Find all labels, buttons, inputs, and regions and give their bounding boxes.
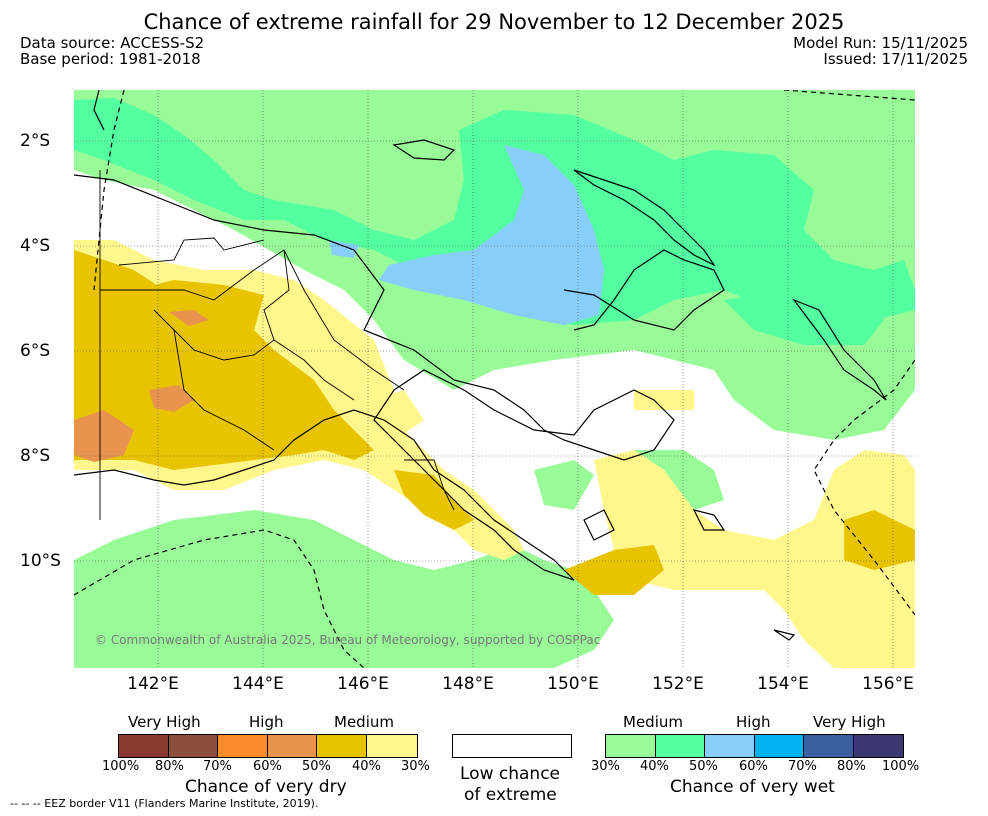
eez-footnote: -- -- -- EEZ border V11 (Flanders Marine…	[10, 797, 319, 810]
dry-tick-40: 40%	[352, 759, 381, 774]
source-info: Data source: ACCESS-S2 Base period: 1981…	[20, 35, 204, 67]
wet-swatch-50-60	[705, 735, 755, 757]
dry-tick-80: 80%	[155, 759, 184, 774]
lon-label-156e: 156°E	[862, 674, 914, 694]
low-chance-swatch	[452, 734, 572, 758]
wet-colorbar	[605, 734, 904, 758]
wet-tick-80: 80%	[837, 759, 866, 774]
dry-legend-title: Chance of very dry	[185, 777, 347, 797]
dry-swatch-80-70	[169, 735, 218, 757]
wet-tick-50: 50%	[689, 759, 718, 774]
map-gridlines	[74, 90, 915, 668]
low-chance-fill	[453, 735, 571, 757]
lat-label-10s: 10°S	[20, 551, 61, 571]
wet-tick-70: 70%	[788, 759, 817, 774]
dry-swatch-50-40	[317, 735, 367, 757]
dry-tick-50: 50%	[302, 759, 331, 774]
wet-medium-high-region-east	[724, 290, 884, 345]
wet-swatch-30-40	[606, 735, 656, 757]
base-period: Base period: 1981-2018	[20, 50, 201, 68]
dry-low-region-southeast	[594, 450, 915, 668]
low-chance-label-line1: Low chance	[460, 764, 560, 784]
dry-high-region-west	[74, 410, 134, 462]
lon-label-144e: 144°E	[232, 674, 284, 694]
wet-medium-region-southeast	[534, 460, 594, 510]
wet-category-high: High	[736, 713, 771, 731]
dry-low-region-central	[634, 390, 694, 410]
wet-tick-30: 30%	[591, 759, 620, 774]
dry-colorbar	[118, 734, 418, 758]
map-title: Chance of extreme rainfall for 29 Novemb…	[143, 10, 845, 34]
dry-category-high: High	[249, 713, 284, 731]
wet-swatch-70-80	[804, 735, 854, 757]
dry-medium-region-solomon	[564, 545, 664, 595]
dry-tick-100: 100%	[102, 759, 140, 774]
rainfall-map	[74, 90, 915, 668]
dry-low-region-south	[364, 390, 424, 440]
wet-category-medium: Medium	[623, 713, 683, 731]
province-boundaries	[99, 170, 455, 520]
dry-medium-region-south	[394, 470, 474, 530]
copyright-notice: © Commonwealth of Australia 2025, Bureau…	[95, 633, 601, 647]
dry-swatch-40-30	[367, 735, 417, 757]
lat-label-2s: 2°S	[20, 131, 51, 151]
wet-medium-region-south	[74, 510, 614, 668]
lon-label-146e: 146°E	[337, 674, 389, 694]
dry-swatch-100-80	[119, 735, 169, 757]
wet-medium-high-region-north	[74, 98, 915, 330]
dry-tick-60: 60%	[253, 759, 282, 774]
lon-label-154e: 154°E	[757, 674, 809, 694]
data-source: Data source: ACCESS-S2	[20, 34, 205, 52]
dry-tick-30: 30%	[401, 759, 430, 774]
eez-borders	[74, 90, 915, 668]
wet-tick-40: 40%	[640, 759, 669, 774]
lon-label-142e: 142°E	[127, 674, 179, 694]
wet-high-region-small	[329, 240, 359, 258]
lat-label-4s: 4°S	[20, 236, 51, 256]
dry-medium-region-southeast	[844, 510, 915, 570]
dry-high-region-west2	[149, 385, 194, 412]
wet-tick-100: 100%	[882, 759, 920, 774]
lat-label-6s: 6°S	[20, 341, 51, 361]
dry-medium-region-north	[134, 280, 264, 340]
issued-date: Issued: 17/11/2025	[823, 50, 968, 68]
lon-label-152e: 152°E	[652, 674, 704, 694]
wet-legend-title: Chance of very wet	[670, 777, 835, 797]
model-run: Model Run: 15/11/2025	[793, 34, 968, 52]
dry-swatch-70-60	[218, 735, 268, 757]
dry-tick-70: 70%	[203, 759, 232, 774]
dry-category-medium: Medium	[334, 713, 394, 731]
wet-high-region	[379, 145, 604, 325]
dry-category-very-high: Very High	[128, 713, 201, 731]
coastlines	[74, 90, 887, 641]
lon-label-150e: 150°E	[547, 674, 599, 694]
run-info: Model Run: 15/11/2025 Issued: 17/11/2025	[793, 35, 968, 67]
dry-swatch-60-50	[268, 735, 317, 757]
lat-label-8s: 8°S	[20, 446, 51, 466]
wet-swatch-40-50	[656, 735, 705, 757]
low-chance-label-line2: of extreme	[464, 785, 557, 805]
wet-category-very-high: Very High	[813, 713, 886, 731]
wet-swatch-60-70	[755, 735, 804, 757]
wet-swatch-80-100	[854, 735, 903, 757]
dry-high-region-north	[169, 310, 209, 326]
lon-label-148e: 148°E	[442, 674, 494, 694]
wet-tick-60: 60%	[739, 759, 768, 774]
